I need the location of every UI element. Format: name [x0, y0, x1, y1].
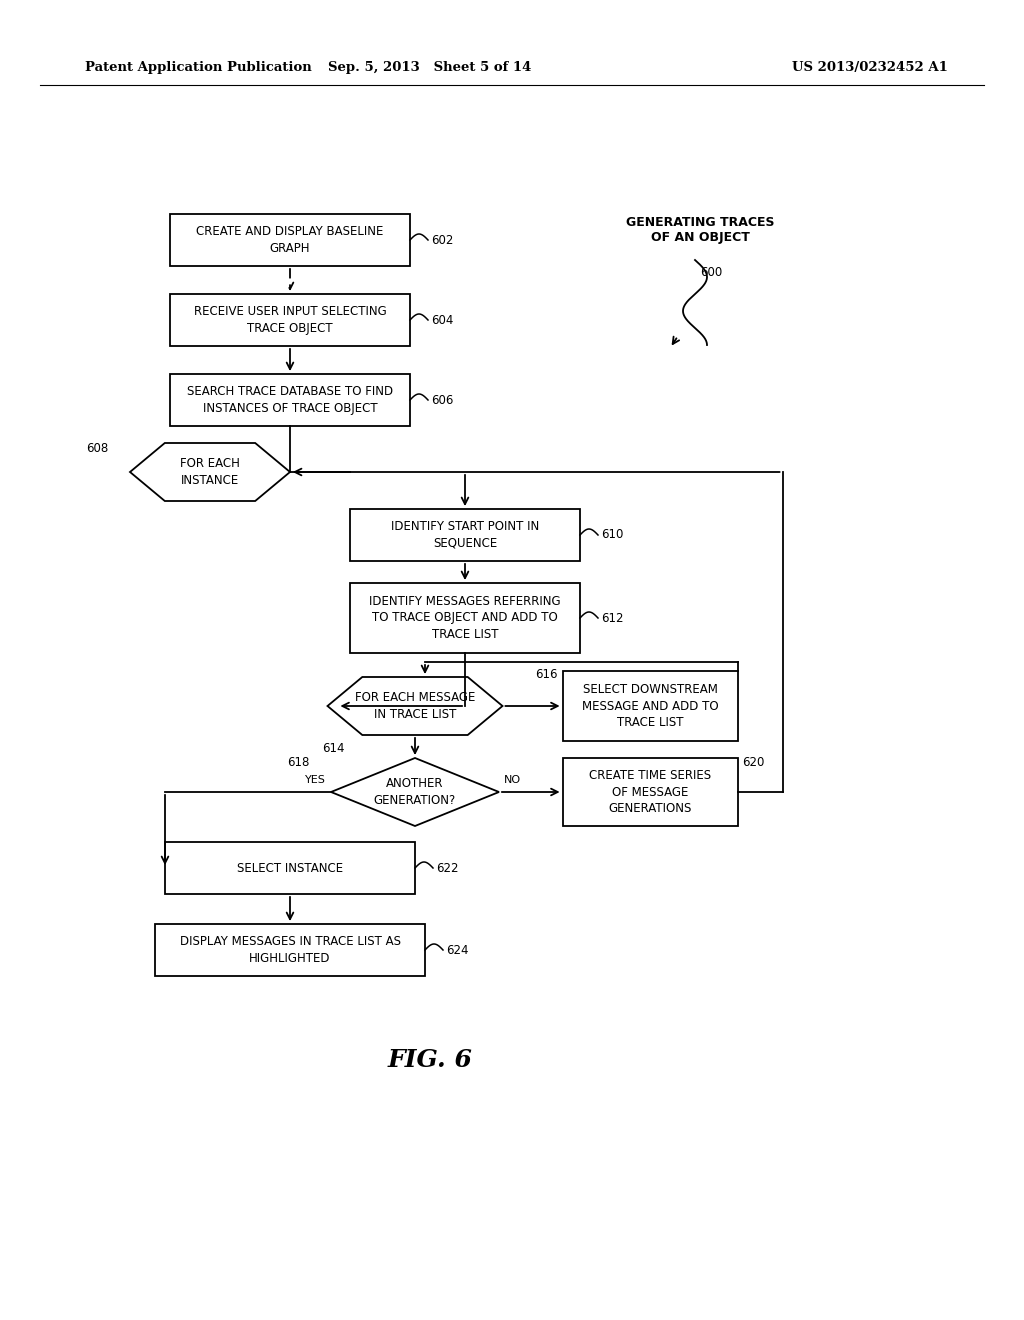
- Text: ANOTHER
GENERATION?: ANOTHER GENERATION?: [374, 777, 456, 807]
- FancyBboxPatch shape: [170, 374, 410, 426]
- FancyBboxPatch shape: [350, 510, 580, 561]
- Text: 624: 624: [446, 944, 469, 957]
- Text: SELECT INSTANCE: SELECT INSTANCE: [237, 862, 343, 874]
- Text: RECEIVE USER INPUT SELECTING
TRACE OBJECT: RECEIVE USER INPUT SELECTING TRACE OBJEC…: [194, 305, 386, 335]
- Text: 616: 616: [535, 668, 557, 681]
- Text: SELECT DOWNSTREAM
MESSAGE AND ADD TO
TRACE LIST: SELECT DOWNSTREAM MESSAGE AND ADD TO TRA…: [582, 682, 718, 729]
- Text: FOR EACH
INSTANCE: FOR EACH INSTANCE: [180, 457, 240, 487]
- Text: FIG. 6: FIG. 6: [387, 1048, 472, 1072]
- Polygon shape: [130, 444, 290, 502]
- Text: Patent Application Publication: Patent Application Publication: [85, 62, 311, 74]
- FancyBboxPatch shape: [562, 758, 737, 826]
- Text: 604: 604: [431, 314, 454, 326]
- Text: 620: 620: [742, 756, 765, 770]
- Text: CREATE TIME SERIES
OF MESSAGE
GENERATIONS: CREATE TIME SERIES OF MESSAGE GENERATION…: [589, 770, 711, 814]
- Text: 602: 602: [431, 234, 454, 247]
- Text: FOR EACH MESSAGE
IN TRACE LIST: FOR EACH MESSAGE IN TRACE LIST: [354, 692, 475, 721]
- Text: IDENTIFY START POINT IN
SEQUENCE: IDENTIFY START POINT IN SEQUENCE: [391, 520, 539, 549]
- Polygon shape: [328, 677, 503, 735]
- Text: 600: 600: [700, 265, 722, 279]
- Polygon shape: [331, 758, 499, 826]
- Text: Sep. 5, 2013   Sheet 5 of 14: Sep. 5, 2013 Sheet 5 of 14: [329, 62, 531, 74]
- Text: NO: NO: [504, 775, 521, 785]
- Text: GENERATING TRACES
OF AN OBJECT: GENERATING TRACES OF AN OBJECT: [626, 216, 774, 244]
- FancyBboxPatch shape: [350, 583, 580, 653]
- FancyBboxPatch shape: [165, 842, 415, 894]
- FancyBboxPatch shape: [170, 294, 410, 346]
- Text: 610: 610: [601, 528, 624, 541]
- Text: 608: 608: [86, 441, 108, 454]
- Text: IDENTIFY MESSAGES REFERRING
TO TRACE OBJECT AND ADD TO
TRACE LIST: IDENTIFY MESSAGES REFERRING TO TRACE OBJ…: [370, 595, 561, 642]
- Text: 618: 618: [287, 756, 309, 770]
- FancyBboxPatch shape: [562, 671, 737, 741]
- Text: SEARCH TRACE DATABASE TO FIND
INSTANCES OF TRACE OBJECT: SEARCH TRACE DATABASE TO FIND INSTANCES …: [187, 385, 393, 414]
- Text: 614: 614: [323, 742, 345, 755]
- FancyBboxPatch shape: [170, 214, 410, 267]
- Text: 606: 606: [431, 393, 454, 407]
- Text: DISPLAY MESSAGES IN TRACE LIST AS
HIGHLIGHTED: DISPLAY MESSAGES IN TRACE LIST AS HIGHLI…: [179, 936, 400, 965]
- Text: US 2013/0232452 A1: US 2013/0232452 A1: [792, 62, 948, 74]
- FancyBboxPatch shape: [155, 924, 425, 975]
- Text: YES: YES: [305, 775, 326, 785]
- Text: CREATE AND DISPLAY BASELINE
GRAPH: CREATE AND DISPLAY BASELINE GRAPH: [197, 226, 384, 255]
- Text: 612: 612: [601, 611, 624, 624]
- Text: 622: 622: [436, 862, 459, 874]
